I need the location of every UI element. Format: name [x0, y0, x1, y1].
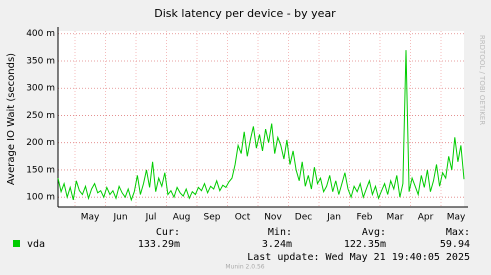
x-tick-label: Aug [173, 213, 191, 223]
side-text: RRDTOOL / TOBI OETIKER [478, 35, 486, 125]
stat-header: Cur: [156, 227, 180, 238]
data-line [57, 50, 465, 202]
y-tick-label: 150 m [26, 165, 55, 175]
y-tick-label: 350 m [26, 56, 55, 66]
stat-value: 3.24m [262, 239, 292, 250]
y-axis-label: Average IO Wait (seconds) [6, 53, 17, 185]
x-tick-label: May [81, 213, 100, 223]
legend-label: vda [27, 239, 45, 250]
y-tick-label: 400 m [26, 29, 55, 39]
stat-header: Min: [268, 227, 292, 238]
stat-value: 122.35m [344, 239, 386, 250]
x-tick-label: Mar [387, 213, 404, 223]
legend-swatch [13, 240, 20, 247]
x-tick-label: Apr [418, 213, 434, 223]
x-tick-label: Dec [295, 213, 312, 223]
x-tick-label: May [447, 213, 466, 223]
y-tick-label: 250 m [26, 111, 55, 121]
chart-title: Disk latency per device - by year [154, 7, 336, 20]
stat-header: Avg: [362, 227, 386, 238]
x-tick-label: Jan [326, 213, 341, 223]
x-tick-label: Oct [235, 213, 251, 223]
stat-value: 133.29m [138, 239, 180, 250]
y-tick-label: 200 m [26, 138, 55, 148]
y-tick-label: 100 m [26, 193, 55, 203]
x-tick-label: Sep [204, 213, 221, 223]
x-tick-label: Feb [357, 213, 373, 223]
y-tick-label: 300 m [26, 84, 55, 94]
x-tick-label: Jun [112, 213, 127, 223]
footer: Munin 2.0.56 [225, 264, 264, 271]
x-tick-label: Jul [145, 213, 157, 223]
last-update: Last update: Wed May 21 19:40:05 2025 [247, 252, 470, 263]
x-tick-label: Nov [264, 213, 282, 223]
stat-value: 59.94 [440, 239, 470, 250]
stat-header: Max: [446, 227, 470, 238]
